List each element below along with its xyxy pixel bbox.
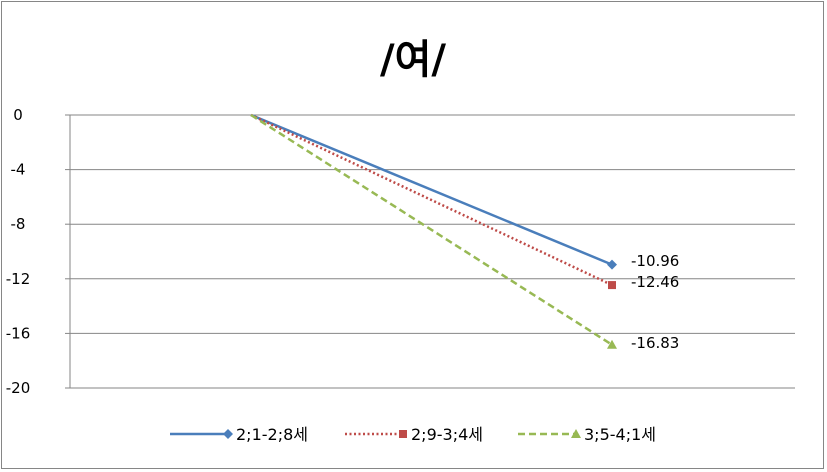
legend-marker	[223, 429, 233, 439]
y-tick-label: -16	[6, 324, 31, 342]
data-label: -16.83	[631, 334, 679, 352]
legend-marker	[571, 429, 581, 438]
y-tick-label: 0	[13, 106, 23, 124]
y-axis: 0 -4 -8 -12 -16 -20	[6, 106, 71, 397]
data-label: -10.96	[631, 252, 679, 270]
series-1: -10.96	[250, 113, 679, 270]
legend-marker	[399, 430, 407, 438]
legend-item: 2;1-2;8세	[170, 425, 308, 444]
series-layer: -10.96 -12.46 -16.83	[250, 113, 679, 352]
legend-label: 2;9-3;4세	[411, 425, 483, 444]
data-label: -12.46	[631, 273, 679, 291]
series-2: -12.46	[250, 113, 679, 291]
chart-title: /여/	[380, 37, 446, 83]
series-3: -16.83	[250, 113, 679, 352]
data-point-marker	[608, 281, 616, 290]
legend-item: 3;5-4;1세	[518, 425, 656, 444]
gridlines	[70, 114, 795, 389]
y-tick-label: -8	[11, 215, 26, 233]
legend-label: 3;5-4;1세	[584, 425, 656, 444]
series-line	[250, 113, 613, 346]
legend-label: 2;1-2;8세	[236, 425, 308, 444]
y-tick-label: -20	[6, 379, 31, 397]
data-point-marker	[607, 339, 617, 349]
series-line	[250, 113, 613, 266]
data-point-marker	[607, 259, 617, 270]
y-tick-label: -12	[6, 270, 31, 288]
legend-item: 2;9-3;4세	[345, 425, 483, 444]
series-line	[250, 113, 613, 287]
y-tick-label: -4	[11, 161, 26, 179]
legend: 2;1-2;8세 2;9-3;4세 3;5-4;1세	[170, 425, 656, 444]
